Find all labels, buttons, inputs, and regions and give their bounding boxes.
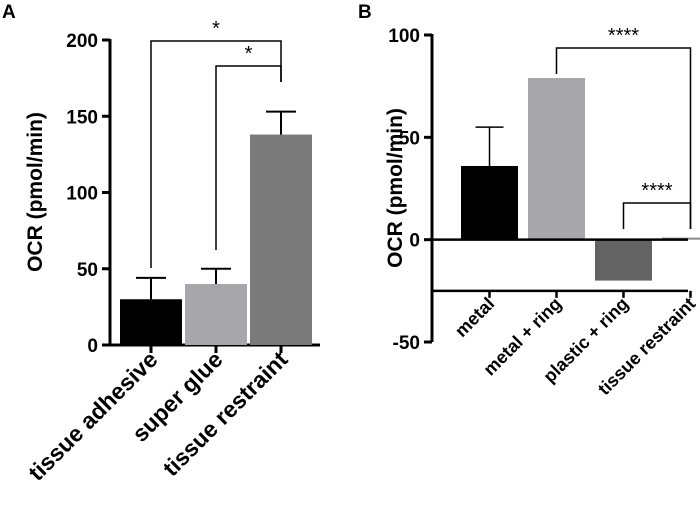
y-axis-label-b: OCR (pmol/min) (384, 108, 407, 268)
bar-b (595, 239, 652, 281)
significance-label-a: * (212, 18, 220, 40)
significance-bracket-a (215, 65, 282, 250)
y-tick-label-a: 0 (87, 336, 98, 357)
bar-b (528, 77, 585, 240)
bar-b (461, 165, 518, 240)
bar-a (185, 284, 247, 345)
y-tick-label-b: -50 (393, 333, 420, 354)
panel-letter-b: B (358, 2, 372, 23)
significance-bracket-a (150, 40, 282, 268)
y-tick-label-b: 100 (388, 26, 420, 47)
panel-letter-a: A (2, 2, 16, 23)
y-tick-label-a: 50 (77, 260, 98, 281)
bar-a (120, 299, 182, 345)
significance-bracket-b (555, 47, 692, 229)
y-tick-label-a: 200 (66, 31, 98, 52)
significance-label-a: * (245, 43, 253, 65)
y-axis-label-a: OCR (pmol/min) (24, 112, 47, 272)
significance-bracket-b (622, 202, 692, 229)
y-tick-label-b: 0 (409, 231, 420, 252)
significance-label-b: **** (608, 25, 639, 47)
bar-a (250, 134, 312, 345)
y-tick-label-b: 50 (399, 128, 420, 149)
significance-label-b: **** (641, 180, 672, 202)
x-category-label-b: metal (451, 294, 498, 341)
y-tick-label-a: 150 (66, 107, 98, 128)
y-tick-label-a: 100 (66, 184, 98, 205)
